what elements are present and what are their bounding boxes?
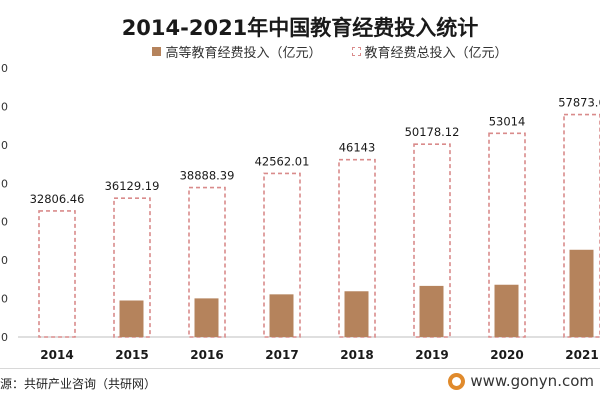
legend-item-higher-education: 高等教育经费投入（亿元）: [152, 42, 322, 61]
chart-title: 2014-2021年中国教育经费投入统计: [121, 16, 479, 40]
gonyn-logo-icon: [448, 372, 466, 390]
total-value-label: 57873.6: [558, 96, 600, 110]
x-tick-label: 2021: [565, 348, 598, 362]
higher-education-bar: [419, 285, 444, 337]
legend-label-higher-education: 高等教育经费投入（亿元）: [165, 46, 322, 61]
total-investment-bar: [488, 132, 526, 338]
higher-education-bar: [269, 294, 294, 337]
legend-swatch-dashed: [351, 47, 361, 56]
higher-education-bar: [494, 284, 519, 337]
legend-swatch-solid: [152, 47, 162, 56]
x-tick-label: 2016: [190, 348, 223, 362]
footer-divider: [0, 368, 600, 369]
x-tick-label: 2020: [490, 348, 523, 362]
total-value-label: 36129.19: [105, 179, 160, 193]
x-tick-label: 2018: [340, 348, 373, 362]
higher-education-bar: [344, 291, 369, 337]
y-tick-label: 0: [1, 254, 8, 267]
higher-education-bar: [119, 300, 144, 337]
legend: 高等教育经费投入（亿元） 教育经费总投入（亿元）: [110, 42, 550, 61]
legend-item-total-education: 教育经费总投入（亿元）: [351, 42, 508, 61]
total-investment-bar: [38, 210, 76, 338]
total-value-label: 42562.01: [255, 154, 310, 168]
total-value-label: 53014: [489, 114, 526, 128]
x-tick-label: 2019: [415, 348, 448, 362]
source-text: 源：共研产业咨询（共研网）: [0, 377, 157, 391]
chart-plot-area: 0 0 0 0 0 0 0 0 32806.46 2014 36129.19 2015 38888.39…: [1, 62, 600, 362]
total-value-label: 46143: [339, 141, 376, 155]
total-value-label: 50178.12: [405, 125, 460, 139]
x-tick-label: 2014: [40, 348, 73, 362]
y-tick-label: 0: [1, 331, 8, 344]
total-value-label: 32806.46: [30, 192, 85, 206]
x-tick-label: 2015: [115, 348, 148, 362]
x-tick-label: 2017: [265, 348, 298, 362]
watermark: www.gonyn.com: [448, 372, 594, 390]
higher-education-bar: [194, 298, 219, 337]
y-tick-label: 0: [1, 62, 8, 75]
y-tick-label: 0: [1, 100, 8, 113]
total-value-label: 38888.39: [180, 169, 235, 183]
y-tick-label: 0: [1, 139, 8, 152]
y-tick-label: 0: [1, 293, 8, 306]
watermark-url: www.gonyn.com: [470, 372, 594, 390]
legend-label-total-education: 教育经费总投入（亿元）: [364, 46, 508, 61]
higher-education-bar: [569, 249, 594, 337]
y-tick-label: 0: [1, 216, 8, 229]
y-tick-label: 0: [1, 177, 8, 190]
